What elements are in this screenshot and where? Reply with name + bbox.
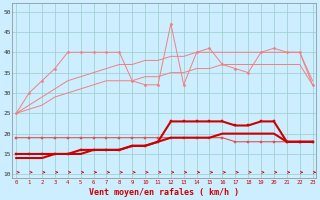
X-axis label: Vent moyen/en rafales ( km/h ): Vent moyen/en rafales ( km/h )	[89, 188, 239, 197]
